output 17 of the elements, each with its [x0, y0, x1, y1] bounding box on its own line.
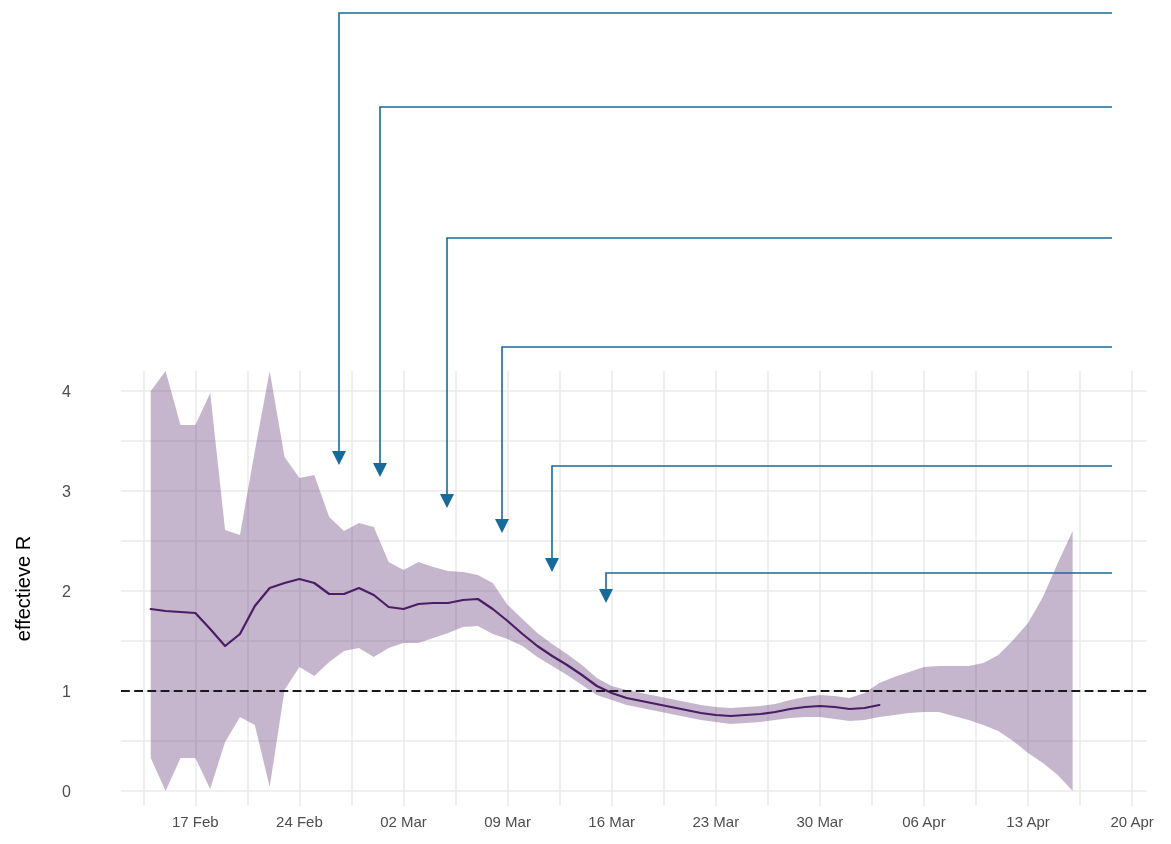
- y-tick-label: 3: [62, 482, 72, 500]
- x-tick-label: 06 Apr: [902, 813, 946, 830]
- y-tick-label: 0: [62, 782, 72, 800]
- x-tick-label: 02 Mar: [380, 813, 427, 830]
- line-series: [149, 577, 881, 718]
- y-tick-label: 1: [62, 682, 72, 700]
- x-tick-label: 09 Mar: [484, 813, 531, 830]
- y-tick-label: 2: [62, 582, 72, 600]
- x-tick-label: 13 Apr: [1006, 813, 1050, 830]
- y-tick-label: 4: [62, 382, 72, 400]
- x-tick-label: 23 Mar: [692, 813, 740, 830]
- x-tick-label: 30 Mar: [796, 813, 844, 830]
- x-tick-label: 17 Feb: [172, 813, 219, 830]
- x-tick-label: 24 Feb: [276, 813, 323, 830]
- x-tick-label: 16 Mar: [588, 813, 636, 830]
- y-axis-title: effectieve R: [12, 535, 34, 642]
- x-tick-label: 20 Apr: [1110, 813, 1154, 830]
